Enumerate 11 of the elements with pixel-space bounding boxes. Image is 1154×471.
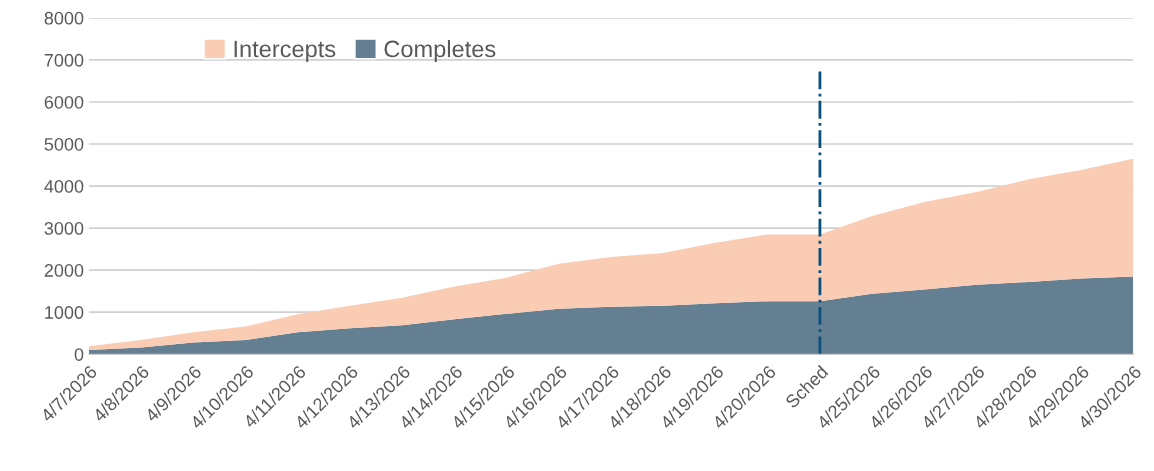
y-tick-label: 1000 — [45, 306, 84, 319]
y-tick-label: 3000 — [44, 222, 84, 235]
legend-label: Intercepts — [234, 40, 336, 62]
y-tick-label: 8000 — [44, 11, 84, 25]
y-tick-label: 5000 — [44, 137, 84, 151]
y-tick-label: 2000 — [44, 264, 84, 277]
y-tick-label: 6000 — [44, 95, 84, 109]
y-tick-label: 7000 — [44, 53, 84, 67]
y-tick-label: 0 — [74, 348, 84, 361]
y-tick-label: 4000 — [44, 179, 84, 193]
legend-label: Completes — [384, 39, 496, 62]
